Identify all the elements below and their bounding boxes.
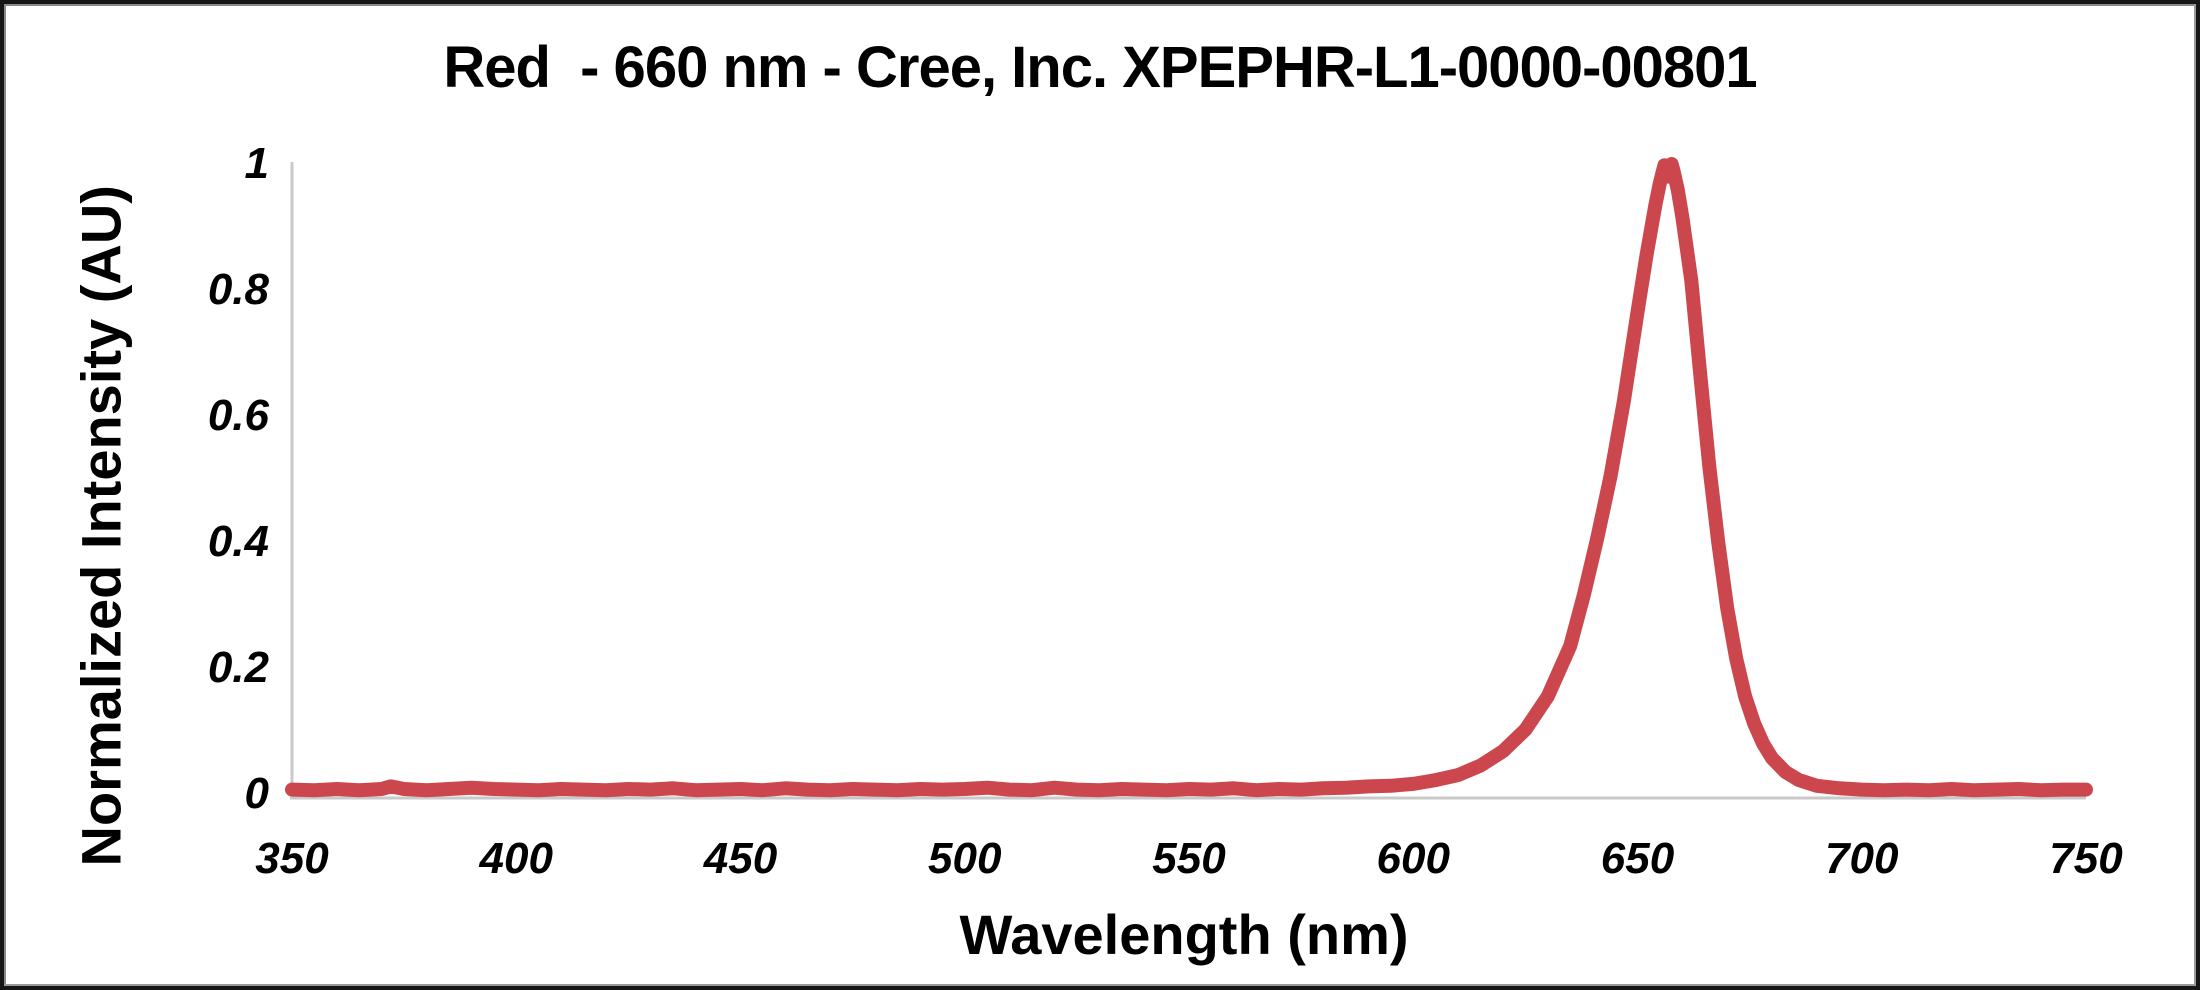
y-tick-label: 0.8 [207, 265, 269, 314]
chart-title: Red - 660 nm - Cree, Inc. XPEPHR-L1-0000… [443, 35, 1757, 100]
x-tick-label: 700 [1825, 834, 1899, 883]
y-tick-label: 0.4 [207, 517, 269, 566]
x-tick-label: 500 [928, 834, 1002, 883]
y-tick-label: 1 [244, 139, 269, 188]
y-tick-label: 0.2 [207, 643, 269, 692]
y-tick-label: 0 [244, 769, 269, 818]
x-tick-label: 650 [1600, 834, 1675, 883]
x-tick-label: 400 [479, 834, 553, 883]
x-tick-label: 450 [703, 834, 778, 883]
y-tick-label: 0.6 [207, 391, 269, 440]
x-tick-label: 600 [1376, 834, 1450, 883]
plot-area [285, 157, 2093, 800]
x-tick-label: 750 [2049, 834, 2123, 883]
x-tick-label: 350 [255, 834, 329, 883]
spectrum-line-series [285, 157, 2093, 798]
x-axis-title: Wavelength (nm) [959, 903, 1409, 966]
x-tick-label: 550 [1152, 834, 1226, 883]
